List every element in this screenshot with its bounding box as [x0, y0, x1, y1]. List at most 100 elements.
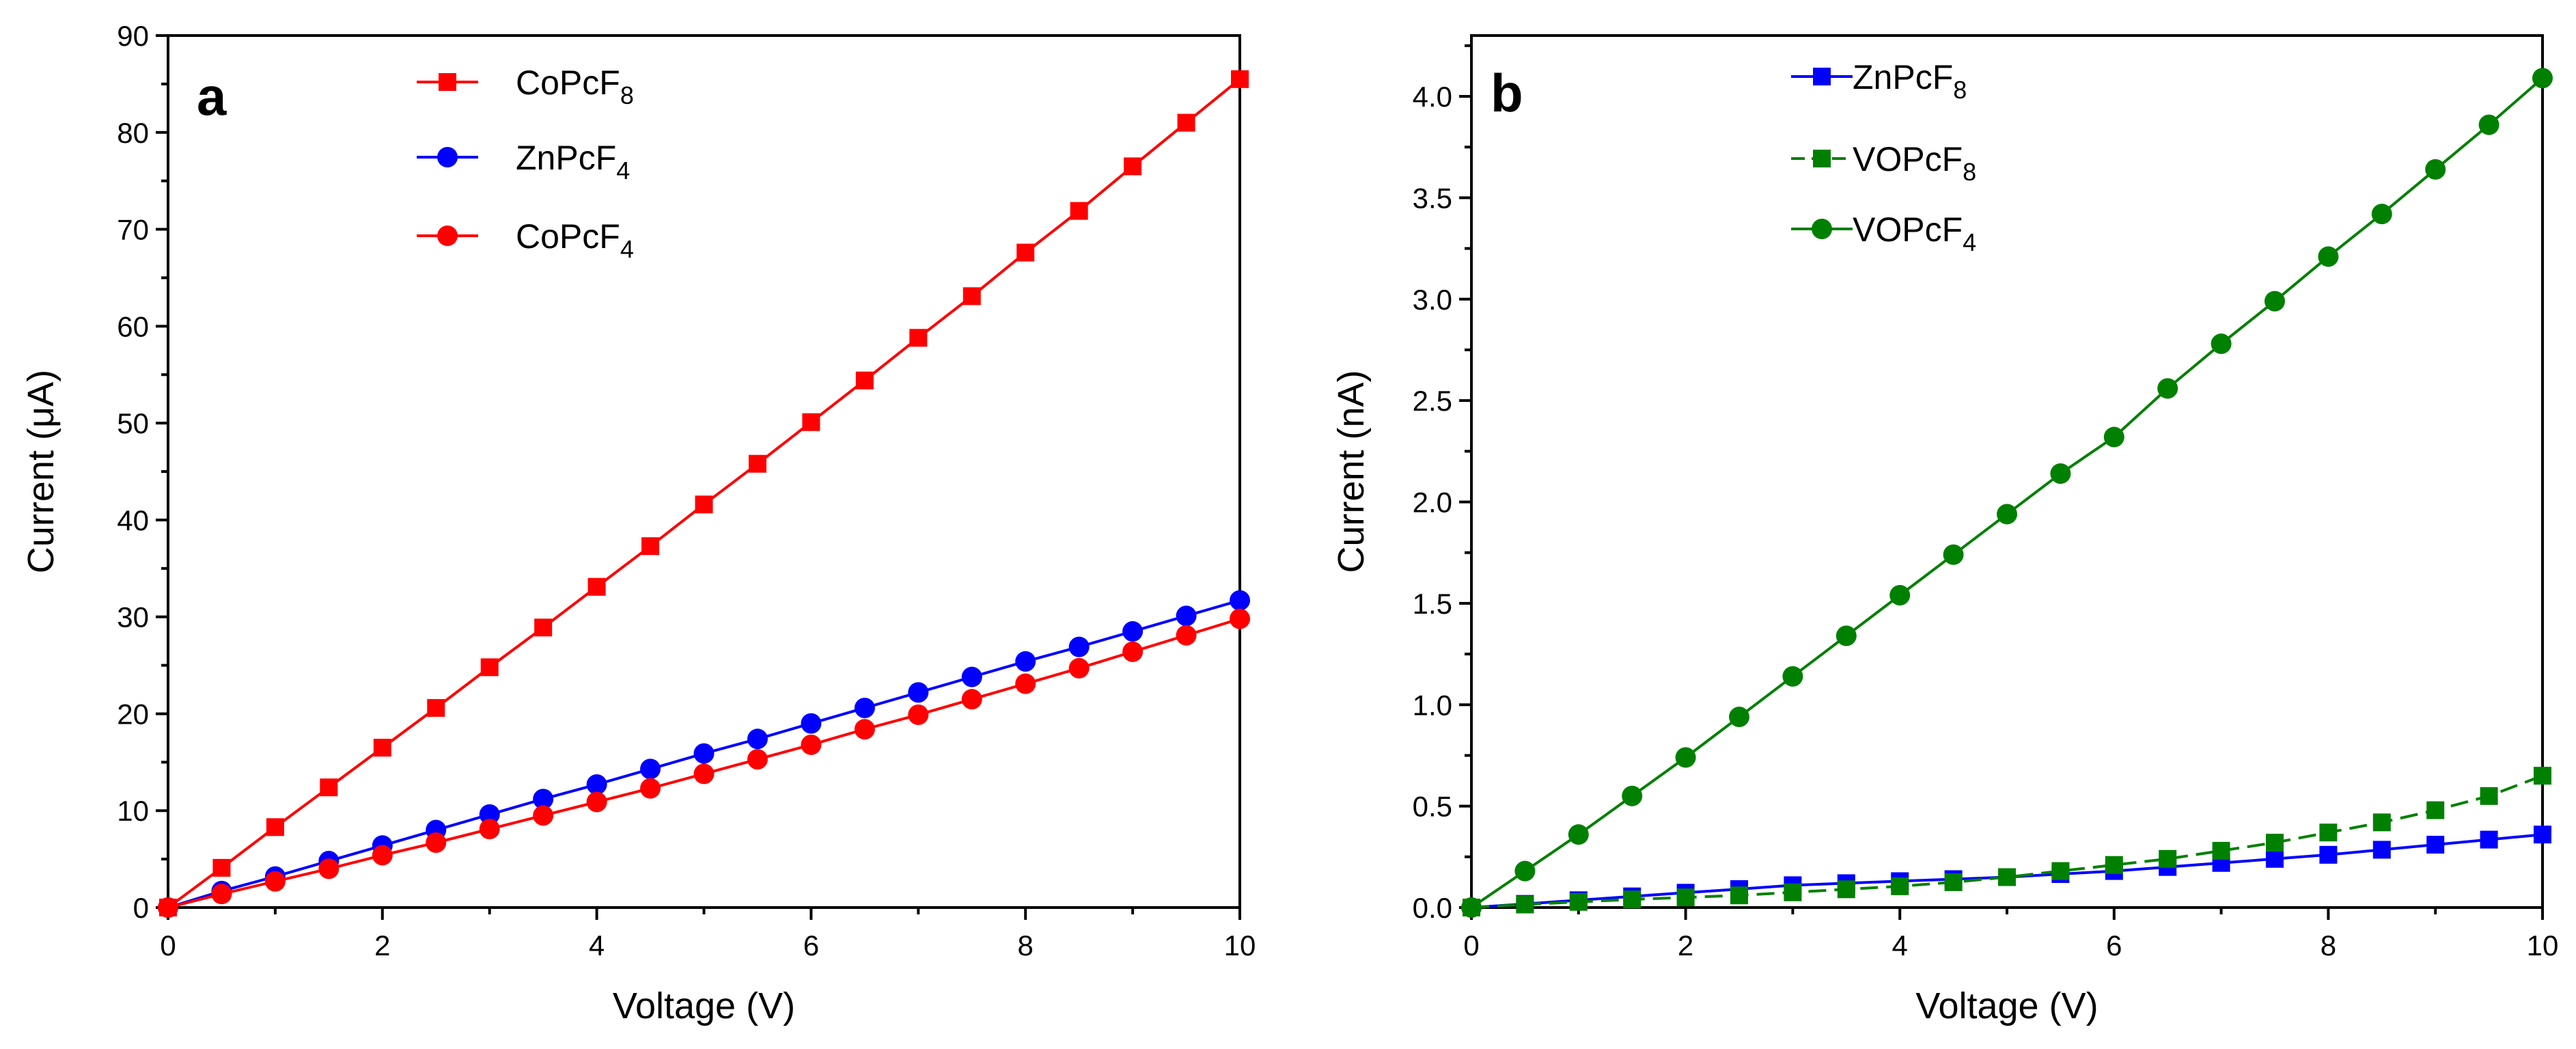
series-VOPcF8: [1463, 767, 2551, 916]
data-point: [2157, 378, 2178, 399]
x-tick-label: 8: [2321, 929, 2336, 962]
data-point: [1230, 590, 1250, 611]
data-point: [1068, 636, 1090, 657]
data-point: [1176, 605, 1197, 627]
data-point: [1070, 202, 1088, 220]
data-point: [427, 698, 445, 717]
panel-a: 0 2 4 6 8 10 0 10 20 30 40 50 60 70 80 90 Voltage (V) Cur…: [20, 20, 1256, 1026]
data-point: [2318, 246, 2339, 267]
data-point: [1998, 868, 2016, 886]
y-tick-label: 80: [117, 117, 149, 149]
x-tick-label: 10: [2527, 929, 2559, 962]
y-tick-label: 0.5: [1413, 791, 1452, 823]
data-point: [908, 704, 929, 725]
y-tick-label: 3.5: [1413, 182, 1452, 214]
data-point: [1231, 70, 1249, 88]
legend-marker: [437, 147, 458, 167]
data-point: [2159, 849, 2177, 868]
data-point: [961, 689, 982, 710]
data-point: [1837, 880, 1855, 899]
data-point: [747, 749, 768, 770]
y-tick-label: 20: [117, 698, 149, 730]
data-point: [855, 371, 874, 390]
data-point: [479, 804, 500, 825]
x-tick-label: 2: [1678, 929, 1693, 962]
series-VOPcF4: [1461, 68, 2553, 918]
data-point: [640, 759, 661, 780]
data-point: [534, 618, 553, 637]
x-tick-label: 6: [803, 929, 819, 962]
data-point: [961, 666, 982, 687]
data-point: [1943, 544, 1964, 565]
data-point: [586, 774, 607, 795]
data-point: [2426, 836, 2445, 854]
series-CoPcF4: [158, 608, 1250, 918]
data-point: [854, 697, 875, 718]
legend-label: VOPcF8: [1853, 140, 1976, 186]
data-point: [1944, 873, 1963, 891]
data-point: [2480, 830, 2498, 849]
legend: ZnPcF8 VOPcF8 VOPcF4: [1791, 58, 1976, 256]
data-point: [2371, 204, 2392, 225]
legend-marker: [439, 73, 456, 91]
data-point: [1516, 895, 1534, 914]
data-point: [1782, 666, 1803, 687]
data-point: [2478, 114, 2499, 135]
x-tick-label: 4: [1892, 929, 1908, 962]
data-point: [2266, 834, 2284, 852]
data-point: [1230, 608, 1250, 629]
data-point: [693, 763, 715, 785]
data-point: [801, 713, 822, 734]
x-tick-label: 4: [589, 929, 605, 962]
data-point: [2103, 426, 2124, 448]
data-point: [2534, 767, 2551, 785]
data-point: [318, 858, 340, 880]
data-point: [908, 682, 929, 703]
data-point: [1124, 157, 1142, 176]
y-tick-label: 10: [117, 795, 149, 827]
data-point: [1015, 673, 1036, 694]
data-point: [2319, 845, 2338, 864]
y-tick-label: 30: [117, 601, 149, 634]
data-point: [587, 577, 606, 596]
x-tick-label: 2: [374, 929, 390, 962]
data-point: [801, 734, 822, 755]
data-point: [533, 805, 554, 826]
legend: CoPcF8 ZnPcF4 CoPcF4: [417, 64, 634, 263]
data-point: [2050, 463, 2071, 484]
y-tick-label: 1.5: [1413, 588, 1452, 620]
data-point: [2534, 826, 2551, 844]
data-point: [211, 884, 232, 905]
legend-label: ZnPcF4: [516, 139, 630, 185]
y-tick-label: 2.5: [1413, 385, 1452, 417]
data-point: [2265, 290, 2285, 312]
data-point: [1622, 785, 1643, 806]
y-axis-title: Current (μA): [20, 370, 61, 573]
data-point: [1730, 886, 1748, 905]
data-point: [640, 778, 661, 799]
x-tick-label: 10: [1224, 929, 1256, 962]
data-point: [212, 858, 231, 877]
legend-marker: [1813, 68, 1831, 85]
legend-label: CoPcF4: [516, 217, 634, 263]
data-point: [2372, 813, 2391, 832]
y-tick-label: 1.0: [1413, 689, 1452, 721]
data-point: [2051, 862, 2070, 880]
data-point: [1784, 883, 1802, 901]
data-point: [1675, 747, 1696, 768]
data-point: [1997, 504, 2017, 525]
data-point: [1177, 113, 1195, 132]
data-point: [1891, 877, 1909, 895]
data-point: [2211, 333, 2232, 355]
data-point: [373, 739, 391, 757]
legend-label: ZnPcF8: [1853, 58, 1967, 104]
data-point: [2425, 159, 2446, 180]
y-tick-label: 2.0: [1413, 487, 1452, 519]
data-point: [2480, 787, 2498, 805]
data-point: [372, 845, 393, 866]
data-point: [747, 728, 768, 750]
data-point: [1729, 707, 1749, 728]
y-tick-label: 50: [117, 407, 149, 439]
y-tick-label: 60: [117, 310, 149, 342]
